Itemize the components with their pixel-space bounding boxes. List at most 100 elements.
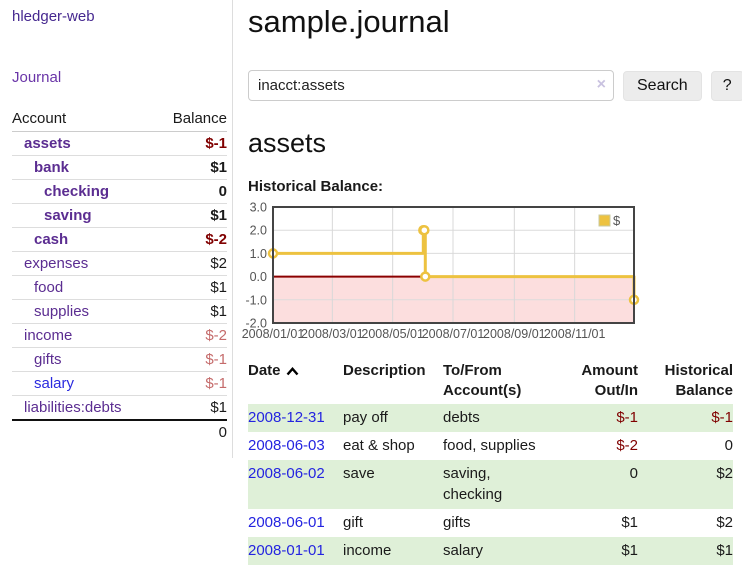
account-link[interactable]: supplies bbox=[34, 303, 90, 320]
account-link[interactable]: assets bbox=[24, 135, 71, 152]
page-title: sample.journal bbox=[248, 4, 450, 39]
register-amount-cell: $-1 bbox=[573, 404, 638, 432]
search-button[interactable]: Search bbox=[623, 70, 702, 101]
account-link[interactable]: bank bbox=[34, 159, 70, 176]
account-link[interactable]: saving bbox=[44, 207, 92, 224]
register-balance-cell: $2 bbox=[716, 514, 733, 531]
register-date-cell: 2008-06-01 bbox=[248, 509, 343, 537]
register-header-description: Description bbox=[343, 362, 426, 379]
account-cell: cash bbox=[12, 227, 156, 252]
register-accounts-cell: saving, checking bbox=[443, 460, 573, 509]
register-date-link[interactable]: 2008-06-01 bbox=[248, 514, 325, 531]
register-date-link[interactable]: 2008-06-03 bbox=[248, 437, 325, 454]
account-row: supplies $1 bbox=[12, 299, 227, 324]
account-balance: $-2 bbox=[155, 323, 227, 348]
account-row: cash $-2 bbox=[12, 227, 227, 252]
accounts-header-row: Account Balance bbox=[12, 107, 227, 132]
account-row: salary $-1 bbox=[12, 371, 227, 396]
sidebar-item-journal[interactable]: Journal bbox=[12, 69, 62, 86]
x-tick-label: 2008/09/01 bbox=[483, 327, 546, 341]
account-link[interactable]: food bbox=[34, 279, 64, 296]
register-header-row: Date Description To/From Account(s) Amou… bbox=[248, 359, 733, 404]
account-link[interactable]: gifts bbox=[34, 351, 62, 368]
y-tick-label: 2.0 bbox=[250, 224, 267, 238]
account-balance: $1 bbox=[155, 299, 227, 324]
account-link[interactable]: expenses bbox=[24, 255, 89, 272]
account-cell: gifts bbox=[12, 347, 156, 372]
x-tick-label: 2008/05/01 bbox=[361, 327, 424, 341]
register-accounts-cell: salary bbox=[443, 537, 573, 565]
main-content: sample.journal × Search ? assets Histori… bbox=[233, 0, 742, 585]
register-header-accounts: To/From Account(s) bbox=[443, 362, 522, 399]
account-link[interactable]: liabilities:debts bbox=[24, 399, 122, 416]
register-amount-cell: $-2 bbox=[616, 437, 638, 454]
register-description-cell: pay off bbox=[343, 404, 443, 432]
register-row: 2008-12-31 pay off debts $-1 $-1 bbox=[248, 404, 733, 432]
register-balance-cell: $2 bbox=[638, 460, 733, 509]
account-cell: bank bbox=[12, 155, 156, 180]
register-amount-cell: 0 bbox=[573, 460, 638, 509]
account-link[interactable]: income bbox=[24, 327, 73, 344]
register-body: 2008-12-31 pay off debts $-1 $-1 2008-06-03 ea… bbox=[248, 404, 733, 565]
chart-container: $3.0 2.0 1.0 0.0 -1.0 -2.0 2008/01/01 2008/03/0… bbox=[240, 201, 742, 343]
account-balance: $2 bbox=[155, 251, 227, 276]
register-date-link[interactable]: 2008-06-02 bbox=[248, 465, 325, 482]
y-tick-label: 3.0 bbox=[250, 201, 267, 215]
help-button[interactable]: ? bbox=[710, 70, 742, 101]
x-tick-label: 2008/11/01 bbox=[544, 327, 606, 341]
y-tick-label: 0.0 bbox=[250, 270, 267, 284]
register-balance-cell: 0 bbox=[724, 437, 733, 454]
data-point-marker bbox=[420, 271, 431, 282]
register-header-balance: Historical Balance bbox=[664, 362, 733, 399]
register-amount-cell: $1 bbox=[573, 537, 638, 565]
register-table: Date Description To/From Account(s) Amou… bbox=[248, 359, 733, 565]
legend-label: $ bbox=[613, 213, 621, 228]
x-tick-label: 2008/01/01 bbox=[242, 327, 305, 341]
app-brand[interactable]: hledger-web bbox=[12, 8, 95, 25]
account-cell: salary bbox=[12, 371, 156, 396]
register-accounts-cell: gifts bbox=[443, 514, 471, 531]
account-link[interactable]: salary bbox=[34, 375, 75, 392]
register-date-link[interactable]: 2008-12-31 bbox=[248, 409, 325, 426]
search-input-wrap: × bbox=[248, 70, 614, 101]
account-cell: food bbox=[12, 275, 156, 300]
accounts-total-row: 0 bbox=[12, 419, 227, 444]
account-balance: 0 bbox=[155, 179, 227, 204]
search-bar: × Search ? bbox=[248, 70, 742, 101]
x-tick-label: 2008/03/01 bbox=[301, 327, 364, 341]
historical-balance-chart: $3.0 2.0 1.0 0.0 -1.0 -2.02008/01/012008/03/0… bbox=[242, 201, 640, 341]
register-description-cell: save bbox=[343, 460, 443, 509]
register-date-cell: 2008-12-31 bbox=[248, 404, 343, 432]
account-cell: assets bbox=[12, 131, 156, 156]
register-header-date[interactable]: Date bbox=[248, 359, 343, 404]
register-accounts-cell: food, supplies bbox=[443, 437, 536, 454]
account-cell: checking bbox=[12, 179, 156, 204]
sort-ascending-icon bbox=[286, 362, 299, 382]
account-link[interactable]: checking bbox=[44, 183, 110, 200]
account-row: bank $1 bbox=[12, 155, 227, 180]
y-tick-label: -1.0 bbox=[245, 293, 267, 307]
account-cell: saving bbox=[12, 203, 156, 228]
register-row: 2008-06-01 gift gifts $1 $2 bbox=[248, 509, 733, 537]
chart-heading: Historical Balance: bbox=[248, 178, 384, 195]
account-balance: $1 bbox=[155, 395, 227, 421]
account-link[interactable]: cash bbox=[34, 231, 69, 248]
account-cell: expenses bbox=[12, 251, 156, 276]
account-balance: $-1 bbox=[155, 371, 227, 396]
clear-search-icon[interactable]: × bbox=[596, 76, 606, 93]
search-input[interactable] bbox=[248, 70, 614, 101]
register-balance-cell: $1 bbox=[638, 537, 733, 565]
accounts-total-spacer bbox=[12, 419, 156, 444]
account-balance: $-1 bbox=[155, 347, 227, 372]
register-date-link[interactable]: 2008-01-01 bbox=[248, 542, 325, 559]
account-row: gifts $-1 bbox=[12, 347, 227, 372]
account-row: checking 0 bbox=[12, 179, 227, 204]
accounts-total-value: 0 bbox=[155, 419, 227, 444]
register-row: 2008-06-03 eat & shop food, supplies $-2 0 bbox=[248, 432, 733, 460]
register-row: 2008-01-01 income salary $1 $1 bbox=[248, 537, 733, 565]
register-amount-cell: $1 bbox=[621, 514, 638, 531]
register-date-cell: 2008-01-01 bbox=[248, 537, 343, 565]
account-row: food $1 bbox=[12, 275, 227, 300]
account-balance: $-2 bbox=[155, 227, 227, 252]
